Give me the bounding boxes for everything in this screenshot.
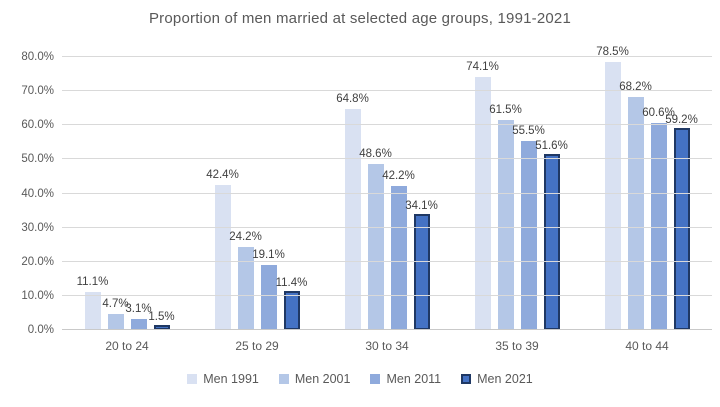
bar-men-1991-40-to-44: 78.5% xyxy=(596,46,629,330)
gridline xyxy=(62,260,712,262)
bar-value-label: 42.2% xyxy=(382,170,415,182)
legend: Men 1991 Men 2001 Men 2011 Men 2021 xyxy=(0,372,720,386)
bar-men-2001-35-to-39: 61.5% xyxy=(489,104,522,330)
bar-value-label: 48.6% xyxy=(359,148,392,161)
bar-men-1991-20-to-24: 11.1% xyxy=(77,276,108,330)
legend-item-men-1991: Men 1991 xyxy=(187,372,259,386)
legend-item-men-2021: Men 2021 xyxy=(461,372,533,386)
bar-group-25-to-29: 42.4% 24.2% 19.1% 11.4% xyxy=(192,57,322,330)
bar-value-label: 78.5% xyxy=(596,46,629,59)
bar-value-label: 24.2% xyxy=(229,231,262,244)
y-tick-label: 30.0% xyxy=(21,221,54,234)
bar-group-40-to-44: 78.5% 68.2% 60.6% 59.2% xyxy=(582,46,712,330)
gridline xyxy=(62,158,712,160)
legend-marker-men-1991 xyxy=(187,374,198,384)
bar-value-label: 74.1% xyxy=(466,61,499,74)
x-axis: 20 to 24 25 to 29 30 to 34 35 to 39 40 to 44 xyxy=(62,339,712,353)
y-tick-label: 40.0% xyxy=(21,187,54,200)
bar-value-label: 11.4% xyxy=(275,277,308,290)
bar-value-label: 1.5% xyxy=(148,310,175,323)
gridline xyxy=(62,124,712,126)
bar-value-label: 59.2% xyxy=(665,113,698,126)
legend-label-men-2011: Men 2011 xyxy=(386,372,442,386)
bar-group-35-to-39: 74.1% 61.5% 55.5% 51.6% xyxy=(452,57,582,330)
bar-value-label: 11.1% xyxy=(76,276,109,289)
gridline xyxy=(62,56,712,57)
bar-men-2001-30-to-34: 48.6% xyxy=(359,148,392,330)
y-tick-label: 50.0% xyxy=(21,153,54,166)
y-tick-label: 60.0% xyxy=(21,119,54,132)
legend-label-men-2021: Men 2021 xyxy=(477,372,533,386)
bar-men-2011-20-to-24: 3.1% xyxy=(125,303,152,330)
bar-value-label: 64.8% xyxy=(336,92,369,105)
gridline xyxy=(62,90,712,92)
legend-label-men-2001: Men 2001 xyxy=(294,372,351,386)
y-tick-label: 80.0% xyxy=(21,51,54,63)
bar-value-label: 61.5% xyxy=(489,104,522,117)
bar-men-2001-25-to-29: 24.2% xyxy=(229,231,262,330)
bar-value-label: 42.4% xyxy=(206,169,239,182)
bar-men-2021-35-to-39: 51.6% xyxy=(535,140,568,330)
plot-area: 11.1% 4.7% 3.1% 1.5% 42.4% 24.2% 19.1% 11.4% 64.… xyxy=(21,46,712,336)
y-tick-label: 10.0% xyxy=(21,289,54,302)
gridline xyxy=(62,329,712,330)
legend-marker-men-2011 xyxy=(370,374,381,384)
bar-value-label: 4.7% xyxy=(102,297,129,310)
x-axis-label-25-to-29: 25 to 29 xyxy=(235,339,279,353)
legend-item-men-2011: Men 2011 xyxy=(370,372,441,386)
bar-value-label: 51.6% xyxy=(535,139,568,152)
x-axis-label-20-to-24: 20 to 24 xyxy=(105,339,149,353)
x-axis-label-30-to-34: 30 to 34 xyxy=(365,339,409,353)
bar-men-2001-20-to-24: 4.7% xyxy=(102,298,129,330)
legend-marker-men-2021 xyxy=(461,374,472,384)
bar-value-label: 34.1% xyxy=(405,199,438,212)
legend-marker-men-2001 xyxy=(278,374,289,384)
bar-groups: 11.1% 4.7% 3.1% 1.5% 42.4% 24.2% 19.1% 11.4% 64.… xyxy=(62,46,712,330)
bar-men-2011-30-to-34: 42.2% xyxy=(382,170,415,330)
y-tick-label: 20.0% xyxy=(21,255,54,268)
bar-men-2011-25-to-29: 19.1% xyxy=(252,249,285,330)
gridline xyxy=(62,294,712,296)
bar-value-label: 68.2% xyxy=(619,81,652,94)
legend-item-men-2001: Men 2001 xyxy=(278,372,351,386)
bar-value-label: 60.6% xyxy=(642,107,675,120)
bar-value-label: 19.1% xyxy=(252,248,285,261)
bar-value-label: 55.5% xyxy=(512,124,545,137)
bar-men-2021-20-to-24: 1.5% xyxy=(148,311,175,330)
legend-label-men-1991: Men 1991 xyxy=(203,372,259,386)
bar-group-30-to-34: 64.8% 48.6% 42.2% 34.1% xyxy=(322,57,452,330)
x-axis-label-35-to-39: 35 to 39 xyxy=(495,339,539,353)
bar-group-20-to-24: 11.1% 4.7% 3.1% 1.5% xyxy=(62,57,192,330)
x-axis-label-40-to-44: 40 to 44 xyxy=(625,339,669,353)
y-tick-label: 70.0% xyxy=(21,85,54,98)
gridline xyxy=(62,226,712,228)
bar-men-1991-30-to-34: 64.8% xyxy=(336,93,369,330)
bar-men-2011-35-to-39: 55.5% xyxy=(512,125,545,330)
gridline xyxy=(62,192,712,194)
bar-men-2021-25-to-29: 11.4% xyxy=(276,277,307,330)
bar-men-1991-35-to-39: 74.1% xyxy=(466,61,499,330)
bar-value-label: 3.1% xyxy=(125,303,152,316)
bar-men-2021-30-to-34: 34.1% xyxy=(405,200,438,330)
bar-men-1991-25-to-29: 42.4% xyxy=(206,169,239,330)
y-tick-label: 0.0% xyxy=(27,324,54,336)
bar-men-2021-40-to-44: 59.2% xyxy=(665,114,698,330)
bar-men-2011-40-to-44: 60.6% xyxy=(642,107,675,330)
chart-title: Proportion of men married at selected ag… xyxy=(148,10,572,27)
